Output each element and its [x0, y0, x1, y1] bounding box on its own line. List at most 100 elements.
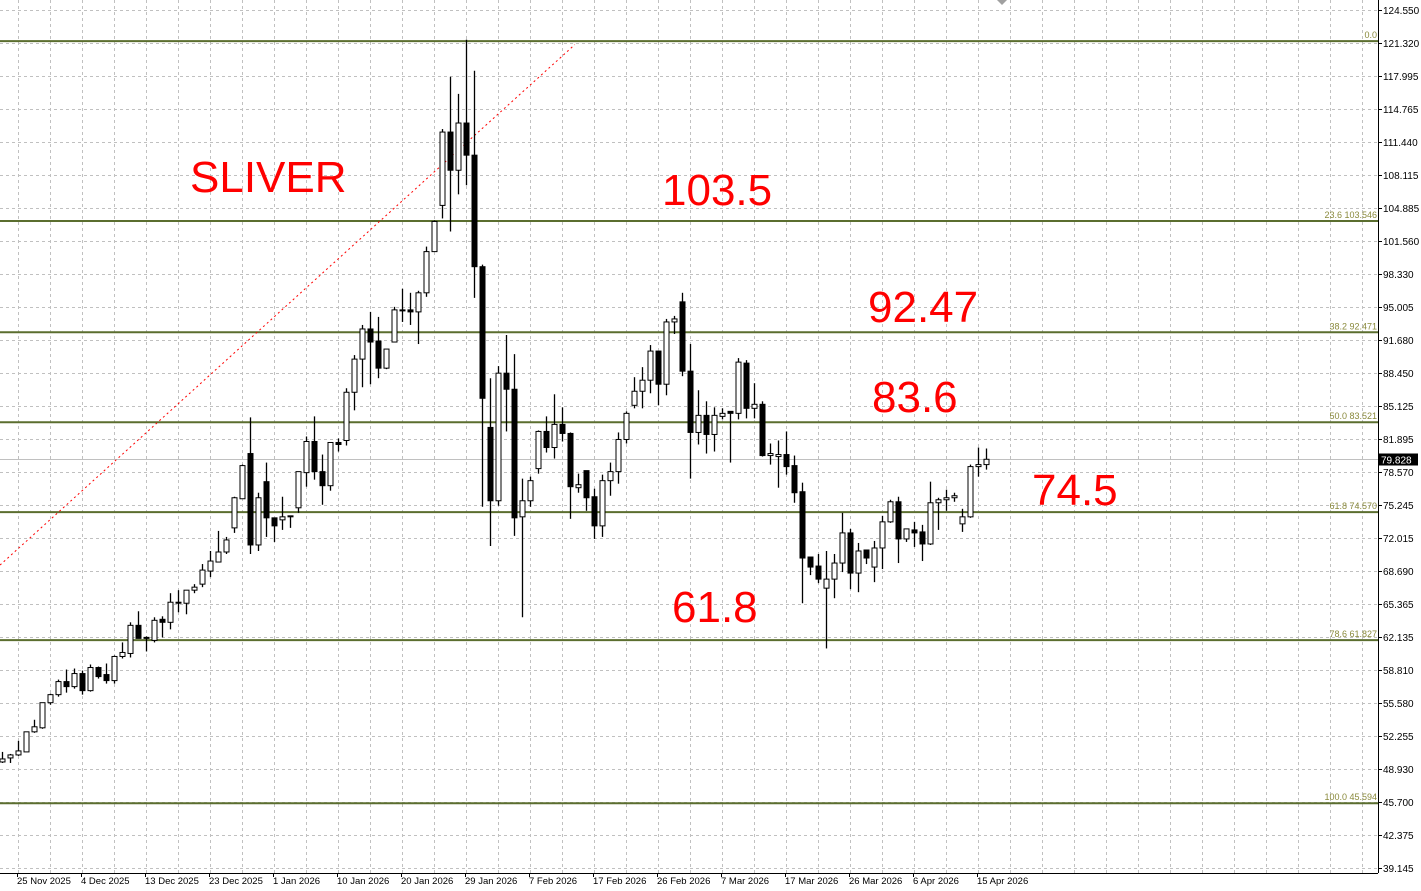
candle [895, 496, 902, 564]
candle [575, 473, 582, 493]
chart-shift-marker-icon[interactable] [997, 0, 1007, 5]
candle-body-bearish [95, 667, 102, 678]
candle [815, 554, 822, 584]
trendline-segment[interactable] [0, 44, 576, 566]
candle [71, 668, 78, 689]
candle [687, 344, 694, 479]
candle-body-bullish [119, 651, 126, 657]
candle-body-bullish [983, 458, 990, 466]
candle-body-bullish [279, 516, 286, 521]
candle-body-bearish [727, 410, 734, 414]
x-tick-label: 1 Jan 2026 [273, 876, 320, 887]
candle-body-bearish [263, 481, 270, 519]
candle-body-bearish [703, 414, 710, 435]
candle-body-bearish [799, 491, 806, 559]
fibonacci-retracement[interactable]: 0.0 23.6 103.546 38.2 92.471 50.0 83.521 61.… [0, 30, 1378, 805]
candle [391, 306, 398, 343]
candle [423, 246, 430, 297]
trendline[interactable] [0, 44, 576, 566]
candle-body-bullish [351, 358, 358, 393]
candle-body-bearish [159, 618, 166, 623]
candle [247, 417, 254, 555]
candle [439, 129, 446, 219]
candle [351, 355, 358, 411]
candle-body-bullish [439, 131, 446, 206]
candle [367, 311, 374, 385]
candle [903, 528, 910, 542]
candle [151, 617, 158, 643]
candle-body-bearish [503, 372, 510, 390]
candle-body-bullish [823, 578, 830, 589]
candle [55, 679, 62, 697]
candle [271, 517, 278, 542]
candle [167, 593, 174, 630]
y-tick-label: 55.580 [1383, 699, 1414, 710]
candle-body-bullish [775, 454, 782, 458]
x-tick-label: 7 Mar 2026 [721, 876, 769, 887]
x-tick-label: 6 Apr 2026 [913, 876, 959, 887]
candle [87, 664, 94, 692]
candle [847, 528, 854, 590]
candle [583, 470, 590, 511]
candle [623, 411, 630, 444]
candle [799, 482, 806, 604]
candle-body-bullish [959, 516, 966, 525]
candle [647, 345, 654, 394]
candle [479, 264, 486, 507]
candle [975, 447, 982, 477]
candle [463, 39, 470, 186]
x-tick-label: 25 Nov 2025 [17, 876, 71, 887]
candle [495, 366, 502, 506]
y-tick-label: 91.680 [1383, 336, 1414, 347]
fib-level-label: 100.0 45.594 [1324, 792, 1377, 802]
candle-body-bearish [487, 426, 494, 502]
candle-body-bearish [919, 531, 926, 545]
candle [159, 616, 166, 638]
candle-body-bullish [767, 453, 774, 457]
y-tick-label: 48.930 [1383, 765, 1414, 776]
candle-body-bullish [735, 361, 742, 414]
candle-body-bullish [327, 441, 334, 487]
candle-body-bullish [231, 497, 238, 529]
candle-body-bearish [247, 453, 254, 546]
candle [823, 550, 830, 649]
candle [511, 354, 518, 536]
candle-body-bullish [31, 726, 38, 733]
candle-body-bearish [367, 328, 374, 343]
candle-body-bullish [239, 465, 246, 500]
candle [503, 334, 510, 432]
y-tick-label: 124.550 [1383, 6, 1420, 17]
candle-body-bullish [751, 403, 758, 409]
candle-body-bullish [711, 414, 718, 435]
candle [983, 448, 990, 470]
candle-body-bearish [175, 601, 182, 604]
candle [287, 515, 294, 528]
candle-body-bullish [455, 122, 462, 171]
candle [39, 702, 46, 729]
candle [567, 432, 574, 519]
candle [63, 669, 70, 693]
candle-body-bearish [311, 440, 318, 473]
y-tick-label: 68.690 [1383, 567, 1414, 578]
candle [751, 383, 758, 419]
candle [879, 515, 886, 570]
candle [103, 663, 110, 684]
x-tick-label: 15 Apr 2026 [977, 876, 1028, 887]
candle [951, 492, 958, 502]
candle-body-bearish [911, 529, 918, 534]
candle [231, 496, 238, 533]
candle [887, 499, 894, 523]
candle-body-bullish [967, 466, 974, 518]
candle [223, 536, 230, 555]
candle-body-bullish [199, 569, 206, 585]
y-tick-label: 65.365 [1383, 600, 1414, 611]
candle [967, 464, 974, 518]
annotation-instrument: SLIVER [190, 153, 347, 202]
candle [383, 348, 390, 370]
candle [47, 693, 54, 705]
candle-body-bullish [143, 636, 150, 639]
candle-body-bullish [575, 484, 582, 489]
candle-body-bullish [207, 560, 214, 572]
